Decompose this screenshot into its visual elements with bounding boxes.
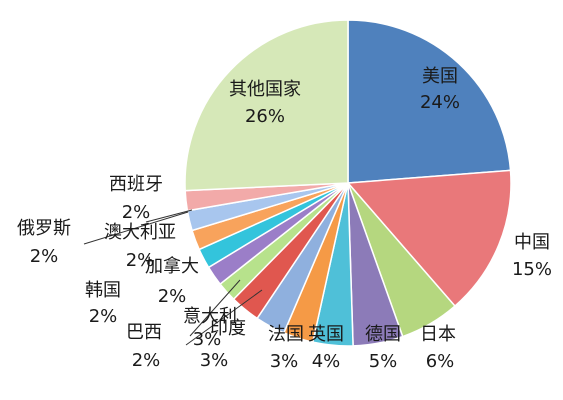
leader-lines (83, 209, 263, 346)
slice-name-label: 西班牙 (109, 174, 163, 195)
slice-percent-label: 26% (245, 106, 285, 127)
pie-slice-14 (184, 19, 349, 192)
slice-percent-label: 3% (270, 351, 299, 372)
pie-slices (184, 19, 512, 347)
slice-percent-label: 2% (122, 202, 151, 223)
slice-name-label: 印度 (210, 318, 246, 339)
slice-percent-label: 2% (89, 306, 118, 327)
slice-percent-label: 3% (193, 329, 222, 350)
slice-percent-label: 5% (369, 351, 398, 372)
slice-name-label: 澳大利亚 (104, 222, 176, 243)
slice-name-label: 加拿大 (145, 255, 199, 277)
slice-name-label: 日本 (420, 324, 456, 345)
slice-name-label: 其他国家 (229, 79, 301, 100)
slice-name-label: 德国 (365, 324, 401, 345)
slice-labels: 美国24%中国15%日本6%德国5%英国4%法国3%印度3%意大利3%巴西2%加… (17, 66, 552, 372)
slice-percent-label: 6% (426, 351, 455, 372)
slice-name-label: 意大利 (183, 306, 237, 327)
slice-percent-label: 15% (512, 259, 552, 280)
pie-slice-0 (347, 19, 512, 184)
leader-line-12 (83, 211, 189, 245)
pie-slice-1 (346, 169, 512, 308)
slice-percent-label: 2% (126, 250, 155, 271)
slice-percent-label: 2% (158, 286, 187, 307)
slice-percent-label: 2% (30, 246, 59, 267)
slice-name-label: 俄罗斯 (17, 218, 71, 239)
slice-name-label: 中国 (514, 232, 550, 253)
slice-name-label: 法国 (268, 324, 304, 345)
slice-name-label: 韩国 (85, 280, 121, 301)
leader-line-6 (185, 289, 263, 346)
slice-percent-label: 2% (132, 350, 161, 371)
leader-line-7 (189, 279, 241, 337)
slice-name-label: 英国 (308, 324, 344, 345)
slice-percent-label: 3% (200, 350, 229, 371)
slice-percent-label: 4% (312, 351, 341, 372)
slice-name-label: 美国 (422, 66, 458, 87)
slice-name-label: 巴西 (126, 322, 162, 343)
leader-line-13 (145, 209, 193, 223)
slice-percent-label: 24% (420, 92, 460, 113)
